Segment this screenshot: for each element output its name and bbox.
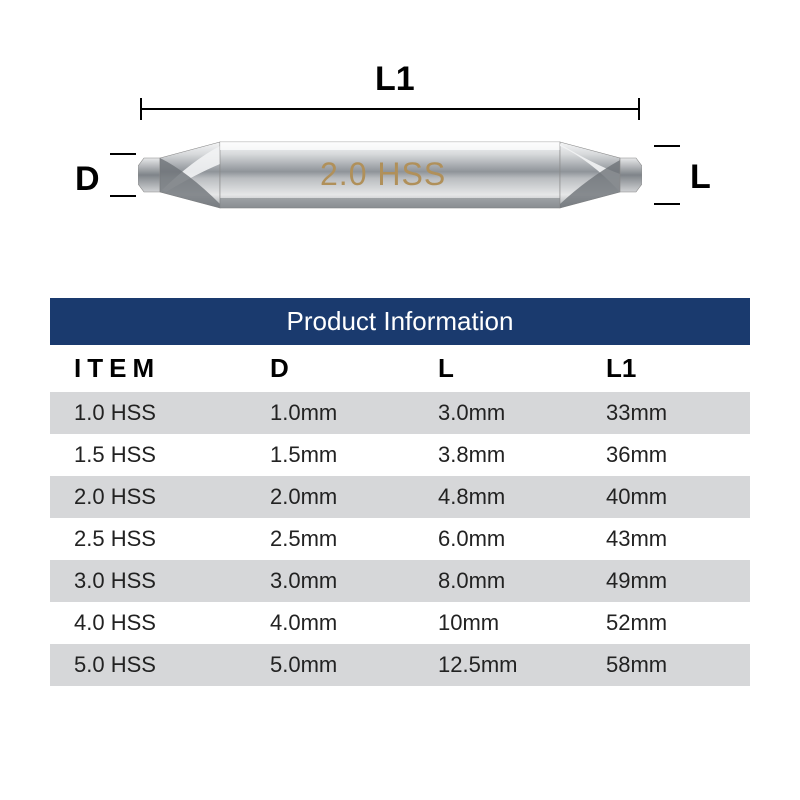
drill-engraving-text: 2.0 HSS	[320, 156, 446, 193]
cell-l1: 49mm	[582, 560, 750, 602]
col-header-l: L	[414, 345, 582, 392]
d-dimension-label: D	[75, 160, 100, 199]
l1-dimension-line	[140, 108, 640, 110]
col-header-l1: L1	[582, 345, 750, 392]
cell-item: 1.0 HSS	[50, 392, 246, 434]
cell-l1: 43mm	[582, 518, 750, 560]
table-row: 4.0 HSS4.0mm10mm52mm	[50, 602, 750, 644]
cell-l1: 40mm	[582, 476, 750, 518]
cell-d: 1.5mm	[246, 434, 414, 476]
col-header-d: D	[246, 345, 414, 392]
table-row: 1.0 HSS1.0mm3.0mm33mm	[50, 392, 750, 434]
cell-d: 1.0mm	[246, 392, 414, 434]
cell-l: 8.0mm	[414, 560, 582, 602]
cell-item: 2.0 HSS	[50, 476, 246, 518]
d-dimension-bracket	[110, 153, 136, 197]
cell-item: 4.0 HSS	[50, 602, 246, 644]
cell-l: 6.0mm	[414, 518, 582, 560]
cell-l1: 36mm	[582, 434, 750, 476]
table-row: 2.0 HSS2.0mm4.8mm40mm	[50, 476, 750, 518]
table-row: 2.5 HSS2.5mm6.0mm43mm	[50, 518, 750, 560]
cell-d: 2.5mm	[246, 518, 414, 560]
dimension-diagram: L1 D L	[50, 60, 750, 250]
cell-d: 2.0mm	[246, 476, 414, 518]
cell-l1: 33mm	[582, 392, 750, 434]
table-header-row: ITEM D L L1	[50, 345, 750, 392]
table-row: 1.5 HSS1.5mm3.8mm36mm	[50, 434, 750, 476]
cell-d: 5.0mm	[246, 644, 414, 686]
spec-table: ITEM D L L1 1.0 HSS1.0mm3.0mm33mm1.5 HSS…	[50, 345, 750, 686]
table-row: 5.0 HSS5.0mm12.5mm58mm	[50, 644, 750, 686]
cell-item: 3.0 HSS	[50, 560, 246, 602]
table-row: 3.0 HSS3.0mm8.0mm49mm	[50, 560, 750, 602]
cell-l: 3.8mm	[414, 434, 582, 476]
table-title: Product Information	[50, 300, 750, 345]
l-dimension-bracket	[654, 145, 680, 205]
cell-item: 1.5 HSS	[50, 434, 246, 476]
cell-item: 2.5 HSS	[50, 518, 246, 560]
cell-l: 3.0mm	[414, 392, 582, 434]
cell-d: 4.0mm	[246, 602, 414, 644]
cell-l1: 52mm	[582, 602, 750, 644]
l-dimension-label: L	[690, 158, 711, 197]
cell-l: 4.8mm	[414, 476, 582, 518]
l1-dimension-label: L1	[375, 60, 415, 99]
product-info-table: Product Information ITEM D L L1 1.0 HSS1…	[50, 298, 750, 686]
cell-l: 10mm	[414, 602, 582, 644]
cell-l1: 58mm	[582, 644, 750, 686]
col-header-item: ITEM	[50, 345, 246, 392]
cell-l: 12.5mm	[414, 644, 582, 686]
cell-d: 3.0mm	[246, 560, 414, 602]
cell-item: 5.0 HSS	[50, 644, 246, 686]
